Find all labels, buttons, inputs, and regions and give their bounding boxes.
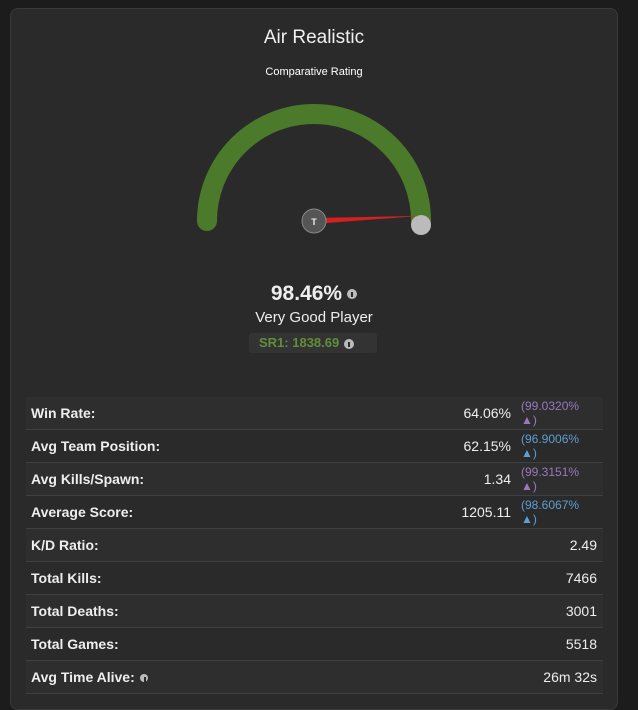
stat-label: Avg Time Alive:: [31, 669, 135, 685]
stat-label-cell: K/D Ratio:: [31, 537, 570, 553]
stat-row: Avg Kills/Spawn: 1.34 (99.3151% ▲): [26, 463, 603, 496]
stat-row: Total Games: 5518: [26, 628, 603, 661]
stat-percentile: (99.0320% ▲): [521, 399, 580, 427]
stat-row: Total Deaths: 3001: [26, 595, 603, 628]
stat-row: Avg Time Alive: 26m 32s: [26, 661, 603, 694]
stat-percentile: (96.9006% ▲): [521, 432, 580, 460]
stat-label: Total Games:: [31, 636, 119, 652]
stat-label-cell: Total Games:: [31, 636, 566, 652]
arc-end: [411, 215, 431, 235]
stat-label-cell: Avg Kills/Spawn:: [31, 471, 484, 487]
stat-value: 1205.11: [461, 504, 511, 520]
info-icon[interactable]: [344, 338, 355, 349]
needle: [313, 215, 421, 224]
needle-label: T: [311, 217, 317, 227]
stat-row: Average Score: 1205.11 (98.6067% ▲): [26, 496, 603, 529]
stat-label-cell: Win Rate:: [31, 405, 464, 421]
stat-value: 26m 32s: [543, 669, 597, 685]
card: Air Realistic Comparative Rating T 98.46…: [10, 8, 618, 710]
stat-row: K/D Ratio: 2.49: [26, 529, 603, 562]
rating: 98.46%: [11, 282, 617, 306]
stat-label: Total Deaths:: [31, 603, 119, 619]
gauge: T: [197, 104, 431, 235]
stat-label: K/D Ratio:: [31, 537, 99, 553]
needle-knob: [301, 208, 327, 234]
stat-percentile: (98.6067% ▲): [521, 498, 580, 526]
rating-value: 98.46%: [270, 282, 343, 305]
stat-label-cell: Total Deaths:: [31, 603, 566, 619]
stat-percentile: (99.3151% ▲): [521, 465, 580, 493]
sr-text: SR1: 1838.69: [259, 335, 340, 350]
stat-label-cell: Total Kills:: [31, 570, 566, 586]
stat-row: Avg Team Position: 62.15% (96.9006% ▲): [26, 430, 603, 463]
stat-value: 7466: [565, 570, 597, 586]
gauge-arc: [197, 104, 431, 231]
title: Air Realistic: [263, 27, 365, 48]
info-icon[interactable]: [139, 674, 148, 683]
rank: Very Good Player: [255, 309, 373, 326]
stat-label: Average Score:: [31, 504, 134, 520]
stat-value: 1.34: [483, 471, 511, 487]
stat-label-cell: Avg Team Position:: [31, 438, 464, 454]
stat-row: Win Rate: 64.06% (99.0320% ▲): [26, 397, 603, 430]
sr: SR1: 1838.69: [249, 333, 377, 353]
stat-row: Total Kills: 7466: [26, 562, 603, 595]
stats-table: Win Rate: 64.06% (99.0320% ▲) Avg Team Posi…: [26, 397, 603, 694]
stat-label-cell: Avg Time Alive:: [31, 669, 543, 685]
subtitle: Comparative Rating: [265, 66, 363, 78]
stat-value: 2.49: [569, 537, 597, 553]
stat-label: Avg Kills/Spawn:: [31, 471, 145, 487]
info-icon[interactable]: [347, 289, 358, 300]
stat-label: Win Rate:: [31, 405, 96, 421]
stat-label-cell: Average Score:: [31, 504, 461, 520]
stat-value: 64.06%: [463, 405, 511, 421]
stat-value: 5518: [565, 636, 597, 652]
stat-label: Total Kills:: [31, 570, 102, 586]
stat-value: 62.15%: [463, 438, 511, 454]
stat-value: 3001: [565, 603, 597, 619]
stat-label: Avg Team Position:: [31, 438, 161, 454]
